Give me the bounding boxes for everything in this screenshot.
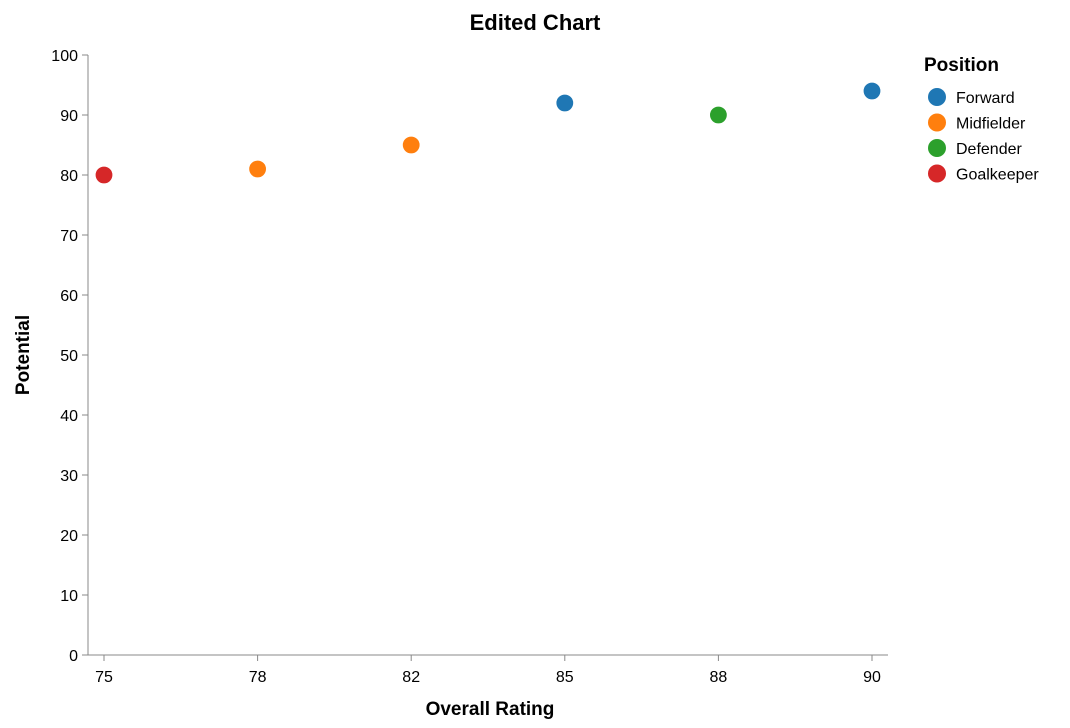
- legend-label-midfielder: Midfielder: [956, 116, 1026, 133]
- x-tick-label: 82: [402, 669, 420, 686]
- x-axis-title: Overall Rating: [426, 699, 555, 720]
- legend-symbol-defender: [928, 139, 946, 157]
- legend-symbol-midfielder: [928, 113, 946, 132]
- y-tick-label: 70: [60, 228, 78, 245]
- legend-label-goalkeeper: Goalkeeper: [956, 167, 1039, 184]
- y-tick-label: 90: [60, 108, 78, 125]
- y-tick-label: 40: [60, 408, 78, 425]
- data-points: [94, 81, 882, 185]
- legend-label-forward: Forward: [956, 90, 1015, 107]
- y-tick-label: 100: [51, 48, 78, 65]
- chart-title: Edited Chart: [470, 10, 601, 35]
- x-tick-label: 88: [710, 669, 728, 686]
- data-point-goalkeeper: [94, 165, 114, 185]
- y-axis-title: Potential: [13, 315, 34, 395]
- data-point-midfielder: [401, 135, 421, 155]
- data-point-forward: [555, 93, 575, 113]
- y-tick-label: 60: [60, 288, 78, 305]
- legend-symbol-forward: [928, 88, 946, 106]
- x-axis: 75 78 82 85 88 90: [88, 654, 888, 686]
- y-tick-label: 80: [60, 168, 78, 185]
- x-tick-label: 78: [249, 669, 267, 686]
- y-tick-label: 0: [69, 648, 78, 665]
- y-tick-label: 20: [60, 528, 78, 545]
- legend-label-defender: Defender: [956, 141, 1022, 158]
- data-point-forward: [862, 81, 882, 101]
- x-tick-label: 85: [556, 669, 574, 686]
- x-tick-label: 90: [863, 669, 881, 686]
- legend-title: Position: [924, 55, 999, 76]
- x-tick-label: 75: [95, 669, 113, 686]
- data-point-defender: [708, 105, 729, 125]
- data-point-midfielder: [248, 159, 268, 179]
- y-tick-label: 30: [60, 468, 78, 485]
- y-tick-label: 10: [60, 588, 78, 605]
- legend: Position Forward Midfielder Defender Goalke…: [924, 55, 1039, 184]
- y-axis: 0 10 20 30 40 50 60 70 80 90 100: [51, 48, 89, 665]
- legend-symbol-goalkeeper: [928, 164, 946, 183]
- y-tick-label: 50: [60, 348, 78, 365]
